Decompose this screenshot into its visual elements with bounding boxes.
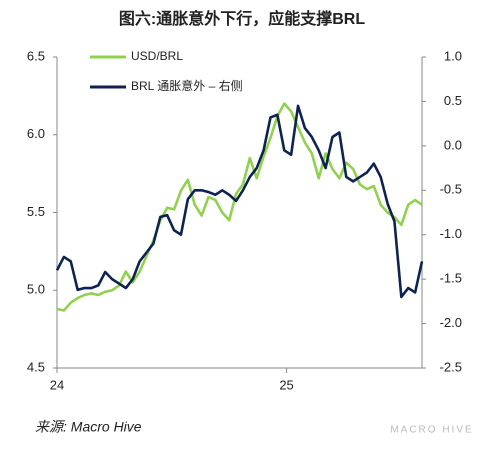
y-tick-label: 6.0: [27, 126, 45, 141]
y-tick-label: 5.5: [27, 204, 45, 219]
chart-title: 图六:通胀意外下行，应能支撑BRL: [119, 9, 365, 28]
y-tick-label: 6.5: [27, 48, 45, 63]
y2-tick-label: 0.0: [444, 137, 462, 152]
y2-tick-label: -2.0: [440, 315, 462, 330]
watermark: MACRO HIVE: [390, 425, 473, 436]
x-tick-label: 24: [50, 377, 64, 392]
source: 来源: Macro Hive: [35, 419, 142, 435]
x-tick-label: 25: [279, 377, 293, 392]
y-tick-label: 5.0: [27, 282, 45, 297]
y2-tick-label: -1.0: [440, 226, 462, 241]
legend-label: USD/BRL: [131, 49, 183, 63]
y2-tick-label: -1.5: [440, 271, 462, 286]
y2-tick-label: 0.5: [444, 93, 462, 108]
legend-label: BRL 通胀意外 – 右侧: [131, 78, 243, 93]
y-tick-label: 4.5: [27, 359, 45, 374]
y2-tick-label: 1.0: [444, 48, 462, 63]
series-line: [55, 104, 424, 299]
series-line: [56, 102, 423, 312]
y2-tick-label: -2.5: [440, 359, 462, 374]
y2-tick-label: -0.5: [440, 182, 462, 197]
